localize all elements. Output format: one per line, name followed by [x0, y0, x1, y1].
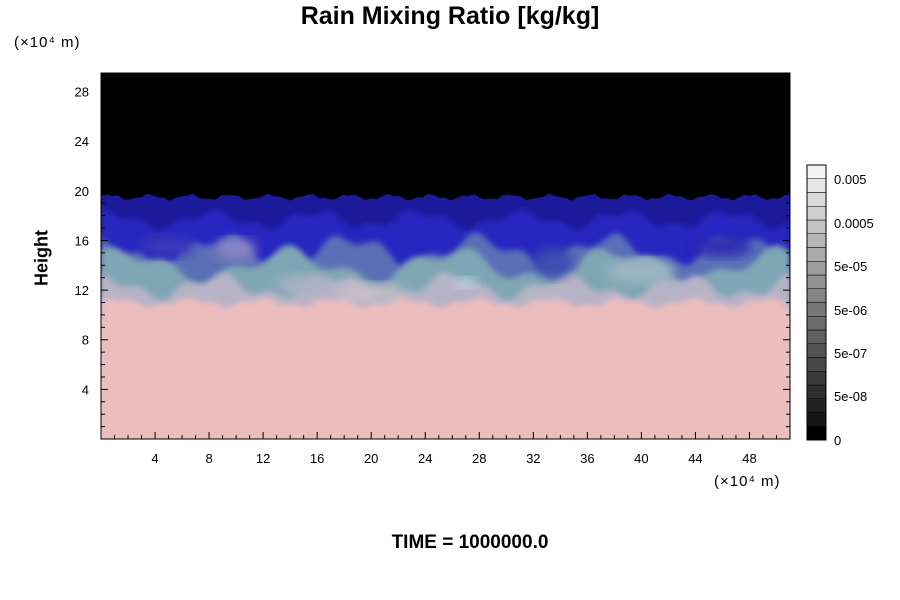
y-axis-unit: (×10⁴ m) — [14, 34, 81, 51]
colorbar-label: 0.0005 — [834, 216, 874, 231]
colorbar-swatch — [806, 288, 827, 303]
colorbar-swatch — [806, 247, 827, 262]
x-tick-label: 32 — [526, 451, 540, 466]
field-blob — [533, 247, 574, 278]
x-tick-label: 24 — [418, 451, 432, 466]
x-tick-label: 44 — [688, 451, 702, 466]
colorbar: 0.005 0.0005 5e-05 5e-06 5e-07 5e-08 0 — [806, 164, 874, 448]
colorbar-swatch — [806, 164, 827, 179]
colorbar-swatch — [806, 302, 827, 317]
colorbar-swatch — [806, 329, 827, 344]
colorbar-label: 5e-07 — [834, 346, 867, 361]
field-blob — [692, 236, 753, 257]
colorbar-swatch — [806, 384, 827, 399]
x-tick-label: 8 — [205, 451, 212, 466]
field-blob — [607, 260, 676, 283]
colorbar-swatch — [806, 274, 827, 289]
y-tick-label: 24 — [75, 134, 89, 149]
colorbar-swatch — [806, 426, 827, 441]
x-tick-label: 40 — [634, 451, 648, 466]
x-axis: 4 8 12 16 20 24 28 32 36 40 44 48 — [114, 73, 777, 466]
x-tick-label: 20 — [364, 451, 378, 466]
field-blob — [141, 236, 196, 257]
colorbar-label: 5e-05 — [834, 259, 867, 274]
x-axis-unit: (×10⁴ m) — [714, 473, 781, 490]
x-tick-label: 12 — [256, 451, 270, 466]
x-tick-label: 16 — [310, 451, 324, 466]
colorbar-swatch — [806, 206, 827, 221]
plot-frame — [100, 72, 791, 440]
colorbar-swatch — [806, 398, 827, 413]
x-tick-label: 48 — [742, 451, 756, 466]
field-blob — [215, 239, 257, 260]
field-blob — [276, 275, 331, 296]
y-tick-label: 4 — [82, 382, 89, 397]
y-tick-label: 8 — [82, 333, 89, 348]
x-tick-label: 4 — [151, 451, 158, 466]
x-tick-label: 36 — [580, 451, 594, 466]
pink-base — [101, 314, 790, 439]
colorbar-swatch — [806, 316, 827, 331]
colorbar-label: 5e-06 — [834, 303, 867, 318]
colorbar-swatch — [806, 192, 827, 207]
colorbar-label: 0.005 — [834, 172, 867, 187]
colorbar-swatch — [806, 343, 827, 358]
colorbar-swatch — [806, 261, 827, 276]
colorbar-label: 5e-08 — [834, 389, 867, 404]
colorbar-swatch — [806, 412, 827, 427]
colorbar-swatch — [806, 219, 827, 234]
colorbar-frame — [806, 164, 827, 441]
y-tick-label: 12 — [75, 283, 89, 298]
y-tick-label: 16 — [75, 233, 89, 248]
field-blob — [337, 283, 405, 302]
colorbar-label: 0 — [834, 433, 841, 448]
time-label: TIME = 1000000.0 — [391, 532, 549, 553]
x-tick-label: 28 — [472, 451, 486, 466]
y-tick-label: 28 — [75, 85, 89, 100]
colorbar-swatch — [806, 233, 827, 248]
chart-title: Rain Mixing Ratio [kg/kg] — [300, 2, 600, 30]
y-tick-label: 20 — [75, 184, 89, 199]
colorbar-swatch — [806, 371, 827, 386]
colorbar-swatch — [806, 357, 827, 372]
colorbar-swatch — [806, 178, 827, 193]
field-blob — [454, 277, 477, 288]
y-axis: 4 8 12 16 20 24 28 — [75, 78, 790, 428]
heatmap-field — [101, 73, 790, 439]
